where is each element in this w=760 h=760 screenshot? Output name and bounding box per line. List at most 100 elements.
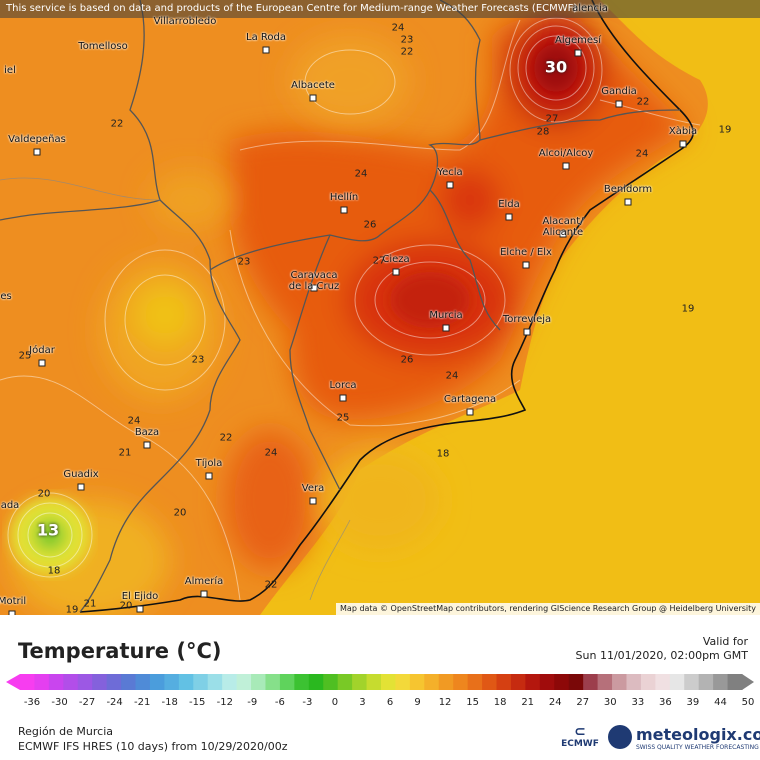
color-bar-segment bbox=[63, 674, 79, 690]
temperature-map[interactable]: This service is based on data and produc… bbox=[0, 0, 760, 615]
meteologix-name: meteologix.com bbox=[636, 725, 760, 744]
tick-label: -6 bbox=[274, 697, 285, 708]
city-marker bbox=[679, 140, 687, 148]
contour-label: 20 bbox=[119, 600, 133, 612]
map-attribution: Map data © OpenStreetMap contributors, r… bbox=[336, 603, 760, 615]
tick-label: 15 bbox=[466, 697, 479, 708]
color-bar bbox=[6, 674, 754, 690]
city-label: Guadix bbox=[63, 469, 99, 480]
tick-label: -27 bbox=[78, 697, 96, 708]
city-marker bbox=[310, 284, 318, 292]
color-bar-segment bbox=[453, 674, 469, 690]
city-marker bbox=[446, 181, 454, 189]
color-bar-segment bbox=[381, 674, 396, 690]
tick-label: 44 bbox=[714, 697, 727, 708]
contour-label: 18 bbox=[47, 565, 61, 577]
tick-label: -18 bbox=[161, 697, 178, 708]
city-label: Valdepeñas bbox=[8, 134, 66, 145]
coastline bbox=[79, 0, 694, 613]
legend-title: Temperature (°C) bbox=[18, 639, 222, 663]
edge-label: ada bbox=[0, 500, 20, 511]
color-bar-segment bbox=[626, 674, 642, 690]
contour-label: 22 bbox=[219, 432, 233, 444]
city-marker bbox=[574, 49, 582, 57]
contour-label: 24 bbox=[127, 415, 141, 427]
edge-label: iel bbox=[4, 65, 16, 76]
color-bar-segment bbox=[92, 674, 108, 690]
city-label: Lorca bbox=[329, 380, 357, 391]
contour-label: 27 bbox=[372, 255, 386, 267]
color-bar-segment bbox=[20, 674, 35, 690]
city-label: Hellín bbox=[329, 192, 359, 203]
contour-label: 22 bbox=[400, 46, 414, 58]
city-marker bbox=[262, 46, 270, 54]
color-bar-segment bbox=[568, 674, 584, 690]
city-marker bbox=[615, 100, 623, 108]
contour-label: 22 bbox=[110, 118, 124, 130]
city-marker bbox=[505, 213, 513, 221]
city-label: Alacant/ Alicante bbox=[542, 216, 584, 238]
ecmwf-logo[interactable]: ⊂ ECMWF bbox=[560, 725, 600, 749]
tick-label: -15 bbox=[189, 697, 206, 708]
ecmwf-icon: ⊂ bbox=[574, 724, 586, 740]
legend-panel: Temperature (°C) Valid for Sun 11/01/202… bbox=[0, 615, 760, 760]
tick-label: -21 bbox=[133, 697, 151, 708]
color-bar-segment bbox=[510, 674, 526, 690]
color-bar-arrow-high bbox=[742, 674, 754, 690]
city-marker bbox=[340, 206, 348, 214]
ecmwf-banner: This service is based on data and produc… bbox=[0, 0, 760, 18]
color-bar-segment bbox=[323, 674, 339, 690]
contour-label: 25 bbox=[336, 412, 350, 424]
city-marker bbox=[339, 394, 347, 402]
model-info: ECMWF IFS HRES (10 days) from 10/29/2020… bbox=[18, 740, 288, 753]
contour-label: 19 bbox=[681, 303, 695, 315]
color-bar-segment bbox=[279, 674, 295, 690]
city-label: Albacete bbox=[291, 80, 335, 91]
color-bar-segment bbox=[366, 674, 382, 690]
tick-label: -24 bbox=[106, 697, 123, 708]
color-bar-segment bbox=[395, 674, 411, 690]
color-bar-segment bbox=[149, 674, 165, 690]
contour-label: 22 bbox=[636, 96, 650, 108]
meteologix-tagline: SWISS QUALITY WEATHER FORECASTING bbox=[636, 744, 759, 751]
city-label: Alcoi/Alcoy bbox=[538, 148, 594, 159]
edge-label: alencia bbox=[572, 3, 608, 14]
tick-label: 33 bbox=[631, 697, 645, 708]
city-label: Almería bbox=[184, 576, 224, 587]
city-label: Cieza bbox=[382, 254, 410, 265]
color-bar-segment bbox=[222, 674, 238, 690]
color-bar-segment bbox=[106, 674, 122, 690]
color-bar-segment bbox=[597, 674, 613, 690]
contour-label: 23 bbox=[400, 34, 414, 46]
city-label: Cartagena bbox=[443, 394, 497, 405]
tick-label: 21 bbox=[521, 697, 535, 708]
meteologix-logo[interactable]: meteologix.com SWISS QUALITY WEATHER FOR… bbox=[608, 723, 760, 753]
city-marker bbox=[624, 198, 632, 206]
tick-label: 27 bbox=[576, 697, 590, 708]
color-bar-segment bbox=[554, 674, 570, 690]
city-label: Villarrobledo bbox=[153, 16, 217, 27]
city-label: Torrevieja bbox=[502, 314, 552, 325]
isotherms bbox=[0, 17, 701, 601]
color-bar-segment bbox=[236, 674, 252, 690]
contour-label: 19 bbox=[65, 604, 79, 616]
color-bar-segment bbox=[684, 674, 700, 690]
city-marker bbox=[8, 610, 16, 615]
edge-label: es bbox=[0, 291, 12, 302]
city-marker bbox=[136, 605, 144, 613]
color-bar-segment bbox=[467, 674, 483, 690]
color-bar-segment bbox=[207, 674, 223, 690]
tick-label: 50 bbox=[741, 697, 755, 708]
contour-label: 18 bbox=[436, 448, 450, 460]
contour-label: 28 bbox=[536, 126, 550, 138]
city-label: Tíjola bbox=[195, 458, 223, 469]
tick-label: 0 bbox=[331, 697, 339, 708]
city-marker bbox=[205, 472, 213, 480]
color-bar-segment bbox=[727, 674, 743, 690]
contour-label: 27 bbox=[545, 113, 559, 125]
valid-date: Sun 11/01/2020, 02:00pm GMT bbox=[575, 649, 748, 662]
contour-label: 24 bbox=[354, 168, 368, 180]
city-marker bbox=[523, 328, 531, 336]
city-label: Vera bbox=[301, 483, 325, 494]
color-bar-segment bbox=[669, 674, 685, 690]
